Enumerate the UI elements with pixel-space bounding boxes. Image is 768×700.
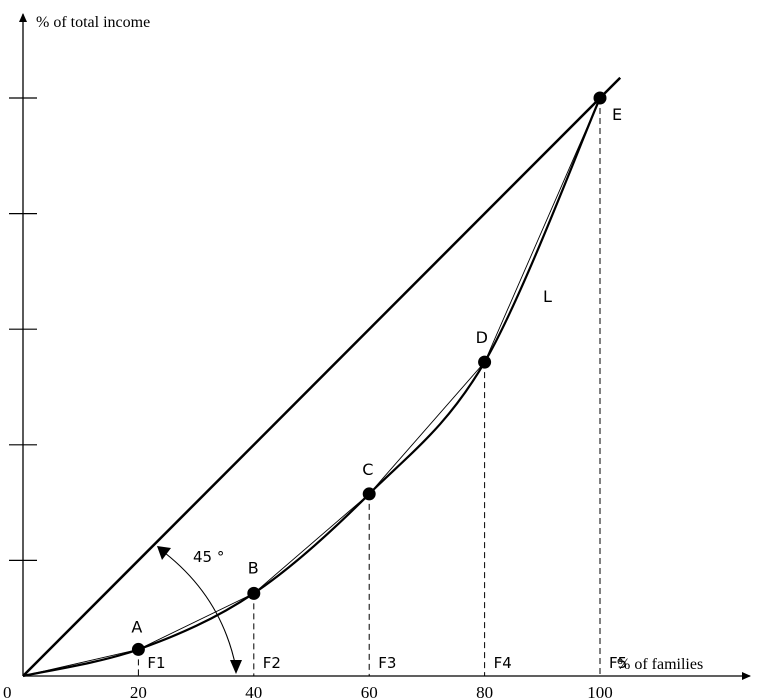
guide-label: F4 [494, 654, 512, 672]
point-e [593, 91, 607, 105]
guide-label: F5 [609, 654, 627, 672]
lorenz-segments [22, 97, 601, 677]
angle-arrowhead-bottom [230, 660, 242, 674]
guide-label: F1 [147, 654, 165, 672]
y-axis-ticks [9, 97, 37, 562]
x-tick-label: 100 [587, 683, 613, 700]
point-label-d: D [476, 328, 488, 347]
curve-label: L [543, 287, 552, 306]
angle-label: 45 ° [193, 548, 224, 566]
point-a [131, 642, 145, 656]
y-axis-label: % of total income [36, 14, 150, 31]
point-c [362, 487, 376, 501]
data-points [131, 91, 607, 656]
x-axis-label: % of families [617, 656, 703, 673]
guide-label: F2 [263, 654, 281, 672]
x-tick-label: 80 [476, 683, 493, 700]
point-b [247, 586, 261, 600]
line-of-equality [22, 76, 622, 677]
guide-label: F3 [378, 654, 396, 672]
point-label-a: A [131, 617, 142, 636]
x-tick-label: 20 [130, 683, 147, 700]
x-axis-ticks: 0 20 40 60 80 100 [3, 683, 613, 700]
point-label-b: B [248, 558, 259, 577]
x-tick-label: 0 [3, 683, 12, 700]
point-d [478, 355, 492, 369]
point-label-c: C [362, 460, 373, 479]
angle-arc [164, 552, 237, 669]
point-labels: A B C D E [131, 105, 622, 636]
x-tick-label: 60 [361, 683, 378, 700]
point-label-e: E [612, 105, 622, 124]
angle-arrowhead-top [157, 546, 171, 560]
x-tick-label: 40 [245, 683, 262, 700]
guide-lines: F1 F2 F3 F4 F5 [137, 98, 627, 676]
